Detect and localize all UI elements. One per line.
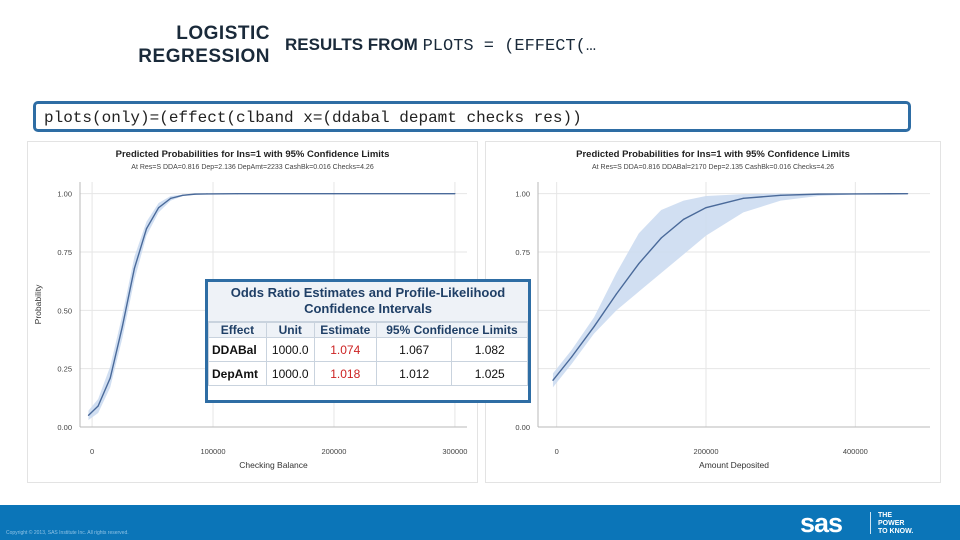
data-point — [133, 267, 136, 269]
odds-table-header: Effect Unit Estimate 95% Confidence Limi… — [208, 322, 529, 338]
data-point — [206, 193, 208, 195]
table-row: DDABal 1000.0 1.074 1.067 1.082 — [208, 337, 528, 362]
footer-bar: Copyright © 2013, SAS Institute Inc. All… — [0, 505, 960, 540]
y-axis-label: Probability — [33, 284, 43, 324]
confidence-band — [552, 193, 908, 388]
chart-title: Predicted Probabilities for Ins=1 with 9… — [576, 149, 850, 160]
cell-lower: 1.012 — [375, 361, 453, 386]
x-tick-label: 0 — [555, 447, 559, 456]
cell-lower: 1.067 — [375, 337, 453, 362]
table-row: DepAmt 1000.0 1.018 1.012 1.025 — [208, 361, 528, 386]
title-code: PLOTS = (EFFECT(… — [422, 37, 597, 56]
data-point — [660, 237, 662, 239]
x-tick-label: 100000 — [201, 447, 226, 456]
header-limits: 95% Confidence Limits — [375, 322, 529, 338]
data-point — [780, 194, 782, 196]
cell-upper: 1.082 — [451, 337, 528, 362]
cell-estimate: 1.074 — [313, 337, 377, 362]
data-point — [236, 193, 238, 195]
data-point — [158, 207, 160, 209]
probability-line — [552, 192, 908, 381]
chart-subtitle: At Res=S DDA=0.816 DDABal=2170 Dep=2.135… — [592, 164, 834, 171]
x-tick-label: 200000 — [321, 447, 346, 456]
tagline-line: POWER — [878, 520, 905, 527]
data-point — [742, 197, 744, 199]
y-tick-label: 1.00 — [515, 190, 530, 199]
x-tick-label: 200000 — [693, 447, 718, 456]
data-point — [170, 197, 172, 199]
cell-effect: DepAmt — [208, 361, 267, 386]
y-tick-label: 0.00 — [515, 423, 530, 432]
copyright-text: Copyright © 2013, SAS Institute Inc. All… — [6, 530, 129, 536]
y-tick-label: 0.75 — [57, 248, 72, 257]
title-prefix: RESULTS FROM — [285, 35, 418, 54]
y-tick-label: 1.00 — [57, 190, 72, 199]
chart-title: Predicted Probabilities for Ins=1 with 9… — [116, 149, 390, 160]
data-point — [638, 263, 640, 265]
code-callout: plots(only)=(effect(clband x=(ddabal dep… — [33, 101, 911, 132]
y-tick-label: 0.25 — [57, 365, 72, 374]
header-effect: Effect — [208, 322, 267, 338]
tagline-line: TO KNOW. — [878, 528, 914, 535]
data-point — [182, 194, 184, 196]
data-point — [615, 293, 617, 295]
data-point — [145, 228, 148, 230]
cell-unit: 1000.0 — [265, 361, 315, 386]
chart-subtitle: At Res=S DDA=0.816 Dep=2.136 DepAmt=2233… — [131, 164, 374, 171]
data-point — [593, 326, 595, 328]
slide-title-left: LOGISTIC REGRESSION — [138, 23, 270, 67]
data-point — [121, 326, 123, 328]
data-point — [571, 356, 573, 358]
data-point — [705, 207, 707, 209]
slide-title-right: RESULTS FROM PLOTS = (EFFECT(… — [285, 35, 596, 56]
x-tick-label: 300000 — [442, 447, 467, 456]
data-point — [97, 405, 99, 407]
data-point — [194, 193, 196, 195]
sas-logo-text: sas — [800, 508, 843, 538]
cell-estimate: 1.018 — [313, 361, 377, 386]
x-tick-label: 0 — [90, 447, 94, 456]
data-point — [454, 193, 456, 195]
cell-unit: 1000.0 — [265, 337, 315, 362]
data-point — [683, 218, 685, 220]
header-estimate: Estimate — [313, 322, 377, 338]
y-tick-label: 0.75 — [515, 248, 530, 257]
x-axis-label: Amount Deposited — [699, 460, 769, 470]
y-tick-label: 0.00 — [57, 423, 72, 432]
x-axis-label: Checking Balance — [239, 460, 308, 470]
logo-divider — [870, 512, 871, 534]
data-point — [333, 193, 335, 195]
x-tick-label: 400000 — [843, 447, 868, 456]
odds-ratio-table: Odds Ratio Estimates and Profile-Likelih… — [205, 279, 531, 403]
data-point — [817, 193, 819, 195]
tagline-line: THE — [878, 512, 892, 519]
cell-effect: DDABal — [208, 337, 267, 362]
header-unit: Unit — [265, 322, 315, 338]
data-point — [552, 379, 554, 381]
data-point — [907, 193, 909, 195]
amount-deposited-plot: Predicted Probabilities for Ins=1 with 9… — [485, 141, 941, 483]
odds-table-caption: Odds Ratio Estimates and Profile-Likelih… — [208, 282, 528, 322]
logo-tagline: THE POWER TO KNOW. — [878, 512, 913, 536]
probability-line — [87, 192, 455, 416]
cell-upper: 1.025 — [451, 361, 528, 386]
code-line: plots(only)=(effect(clband x=(ddabal dep… — [44, 109, 582, 127]
data-point — [109, 377, 111, 379]
data-point — [87, 414, 90, 416]
y-tick-label: 0.50 — [57, 306, 72, 315]
odds-table-grid: Effect Unit Estimate 95% Confidence Limi… — [208, 322, 529, 386]
amount-deposited-plot-svg: Predicted Probabilities for Ins=1 with 9… — [515, 149, 930, 470]
data-point — [854, 193, 856, 195]
